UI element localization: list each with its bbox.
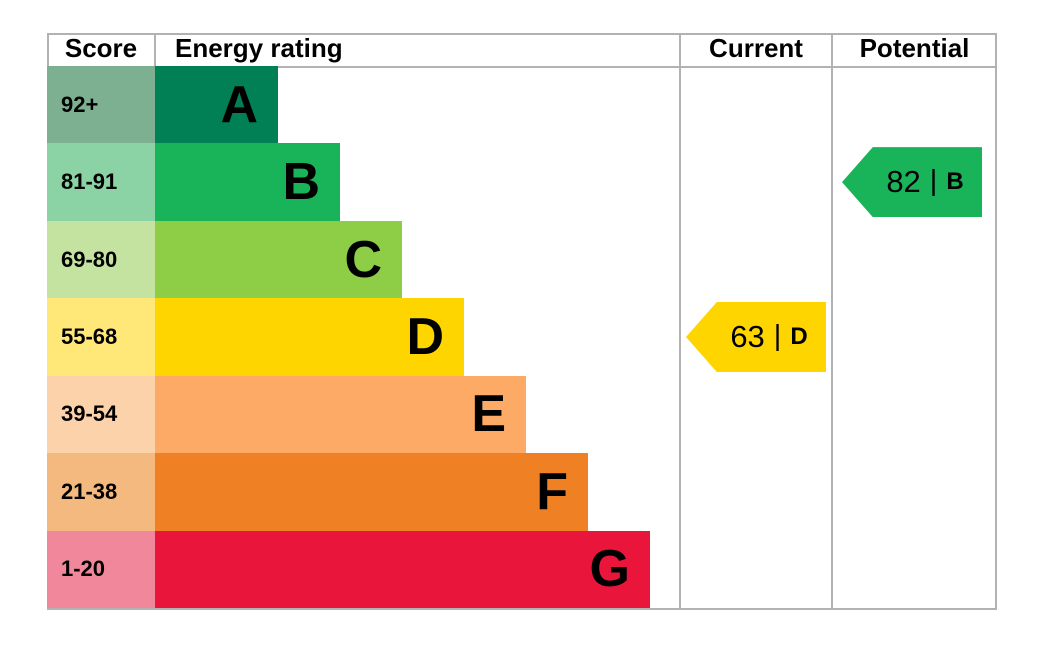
current-band-letter: D — [790, 323, 808, 350]
band-letter-g: G — [589, 540, 630, 599]
band-letter-d: D — [406, 307, 444, 366]
header-score: Score — [64, 33, 138, 63]
score-range-e: 39-54 — [47, 375, 155, 454]
current-separator: | — [773, 319, 782, 352]
band-bar-e: E — [155, 375, 526, 454]
header-energy-rating: Energy rating — [175, 33, 343, 63]
current-score-value: 63 — [730, 319, 765, 354]
band-row-f: 21-38 F — [47, 453, 680, 531]
band-bar-d: D — [155, 298, 464, 376]
grid-line-left — [47, 33, 49, 68]
grid-line-bottom — [47, 608, 997, 610]
band-letter-f: F — [536, 462, 568, 521]
band-bar-f: F — [155, 453, 588, 531]
potential-separator: | — [929, 164, 938, 197]
band-bar-g: G — [155, 530, 650, 608]
grid-line-top — [47, 33, 997, 35]
current-arrow: 63 | D — [686, 302, 826, 372]
grid-line-potential-right — [995, 33, 997, 610]
band-bar-b: B — [155, 143, 340, 221]
potential-band-letter: B — [946, 168, 964, 196]
header-current: Current — [709, 33, 803, 63]
grid-line-header-bottom — [47, 66, 997, 68]
potential-arrow: 82 | B — [842, 147, 982, 218]
band-bar-c: C — [155, 220, 402, 299]
band-row-c: 69-80 C — [47, 220, 680, 299]
score-range-d: 55-68 — [47, 298, 155, 376]
grid-line-rating-right — [679, 33, 681, 610]
band-row-b: 81-91 B — [47, 143, 680, 221]
band-row-d: 55-68 D — [47, 298, 680, 376]
band-row-e: 39-54 E — [47, 375, 680, 454]
potential-score-value: 82 — [886, 164, 921, 200]
band-letter-a: A — [220, 75, 258, 134]
score-range-b: 81-91 — [47, 143, 155, 221]
score-range-a: 92+ — [47, 66, 155, 144]
header-potential: Potential — [859, 33, 970, 63]
band-row-a: 92+ A — [47, 66, 680, 144]
band-row-g: 1-20 G — [47, 530, 680, 608]
score-range-g: 1-20 — [47, 530, 155, 608]
grid-line-score-separator — [154, 33, 156, 68]
band-bar-a: A — [155, 66, 278, 144]
score-range-c: 69-80 — [47, 220, 155, 299]
score-range-f: 21-38 — [47, 453, 155, 531]
band-letter-c: C — [344, 230, 382, 289]
band-letter-e: E — [471, 385, 506, 444]
band-letter-b: B — [282, 153, 320, 212]
epc-rating-chart: Score Energy rating Current Potential 92… — [47, 33, 997, 610]
grid-line-current-right — [831, 33, 833, 610]
